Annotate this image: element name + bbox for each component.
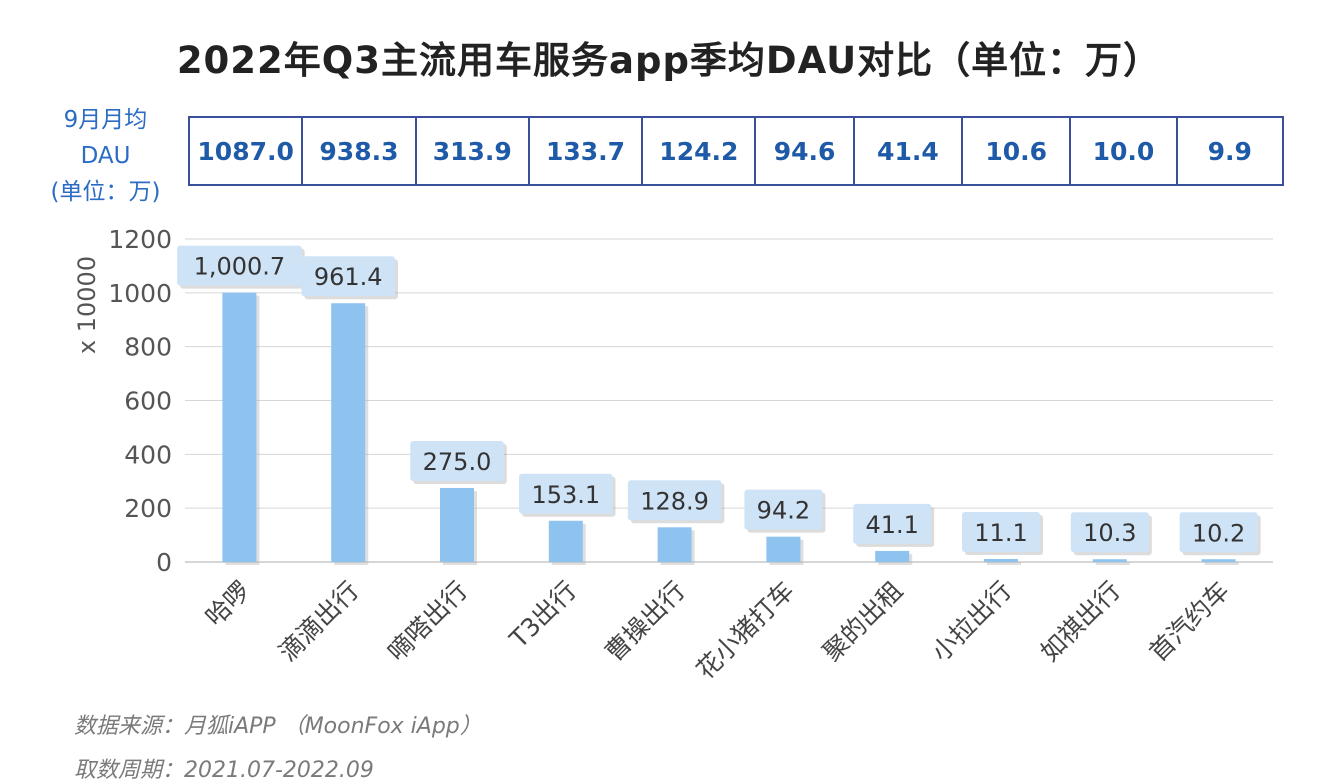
data-label-box: [853, 503, 932, 544]
dau-cell: 10.0: [1069, 116, 1178, 186]
x-tick-label: 如祺出行: [1035, 576, 1126, 667]
table-row-label: 9月月均 DAU (单位：万): [28, 102, 183, 210]
y-axis-label: x 10000: [73, 256, 101, 354]
dau-cell: 124.2: [641, 116, 757, 186]
data-label-box: [519, 473, 613, 514]
data-label: 128.9: [640, 487, 709, 515]
data-label-box: [410, 440, 504, 481]
dau-cell: 94.6: [754, 116, 855, 186]
x-tick-label: 曹操出行: [600, 576, 691, 667]
data-label-box: [627, 480, 722, 521]
dau-table: 1087.0 938.3 313.9 133.7 124.2 94.6 41.4…: [187, 116, 1285, 186]
data-label: 10.2: [1192, 519, 1245, 547]
bar: [222, 292, 257, 562]
y-tick-label: 800: [124, 333, 172, 362]
bar: [1201, 559, 1236, 562]
x-tick-label: 聚的出租: [817, 576, 908, 667]
data-label-box: [177, 245, 302, 286]
bar: [440, 487, 474, 562]
dau-table-row: 1087.0 938.3 313.9 133.7 124.2 94.6 41.4…: [187, 116, 1285, 186]
data-label: 94.2: [757, 497, 810, 525]
bar: [875, 550, 910, 562]
y-tick-label: 600: [124, 387, 172, 416]
dau-cell: 10.6: [961, 116, 1072, 186]
bar: [548, 520, 583, 562]
bar: [766, 536, 801, 562]
dau-cell: 9.9: [1175, 116, 1285, 186]
dau-cell: 133.7: [527, 116, 644, 186]
x-tick-label: 首汽约车: [1144, 576, 1235, 667]
y-tick-label: 400: [124, 440, 172, 469]
source-note: 数据来源：月狐iAPP （MoonFox iApp）: [74, 714, 482, 739]
chart-title: 2022年Q3主流用车服务app季均DAU对比（单位：万）: [176, 39, 1162, 82]
bar: [1092, 559, 1127, 562]
data-label: 153.1: [531, 481, 600, 509]
y-tick-label: 0: [156, 548, 172, 577]
data-label: 41.1: [865, 511, 918, 539]
data-label-box: [962, 512, 1040, 553]
data-label-box: [301, 256, 395, 297]
dau-cell: 41.4: [852, 116, 964, 186]
dau-cell: 313.9: [414, 116, 530, 186]
bar-shadow: [987, 562, 1021, 565]
row-label-line-1: 9月月均: [63, 107, 148, 133]
data-label: 275.0: [423, 448, 492, 476]
x-tick-label: 花小猪打车: [691, 576, 800, 685]
row-label-line-3: (单位：万): [50, 179, 161, 205]
bar: [657, 527, 692, 562]
data-label-box: [1179, 512, 1258, 553]
x-tick-label: 滴滴出行: [273, 576, 364, 667]
data-label: 1,000.7: [194, 253, 286, 281]
y-tick-label: 1200: [108, 225, 172, 254]
data-label: 11.1: [974, 519, 1027, 547]
data-label-box: [744, 489, 823, 530]
bar: [331, 303, 366, 562]
x-tick-label: 哈啰: [200, 576, 256, 632]
bar-shadow: [1204, 562, 1239, 565]
period-note: 取数周期：2021.07-2022.09: [74, 758, 374, 783]
row-label-line-2: DAU: [80, 143, 131, 169]
dau-cell: 1087.0: [187, 116, 304, 186]
data-label-box: [1070, 512, 1149, 553]
y-tick-label: 200: [124, 494, 172, 523]
dau-cell: 938.3: [301, 116, 417, 186]
bar-shadow: [1095, 562, 1130, 565]
x-tick-label: T3出行: [503, 576, 582, 655]
x-tick-label: 小拉出行: [926, 576, 1017, 667]
bar: [984, 559, 1018, 562]
y-tick-label: 1000: [108, 279, 172, 308]
data-label: 961.4: [314, 263, 383, 291]
data-label: 10.3: [1083, 519, 1136, 547]
x-tick-label: 嘀嗒出行: [382, 576, 473, 667]
